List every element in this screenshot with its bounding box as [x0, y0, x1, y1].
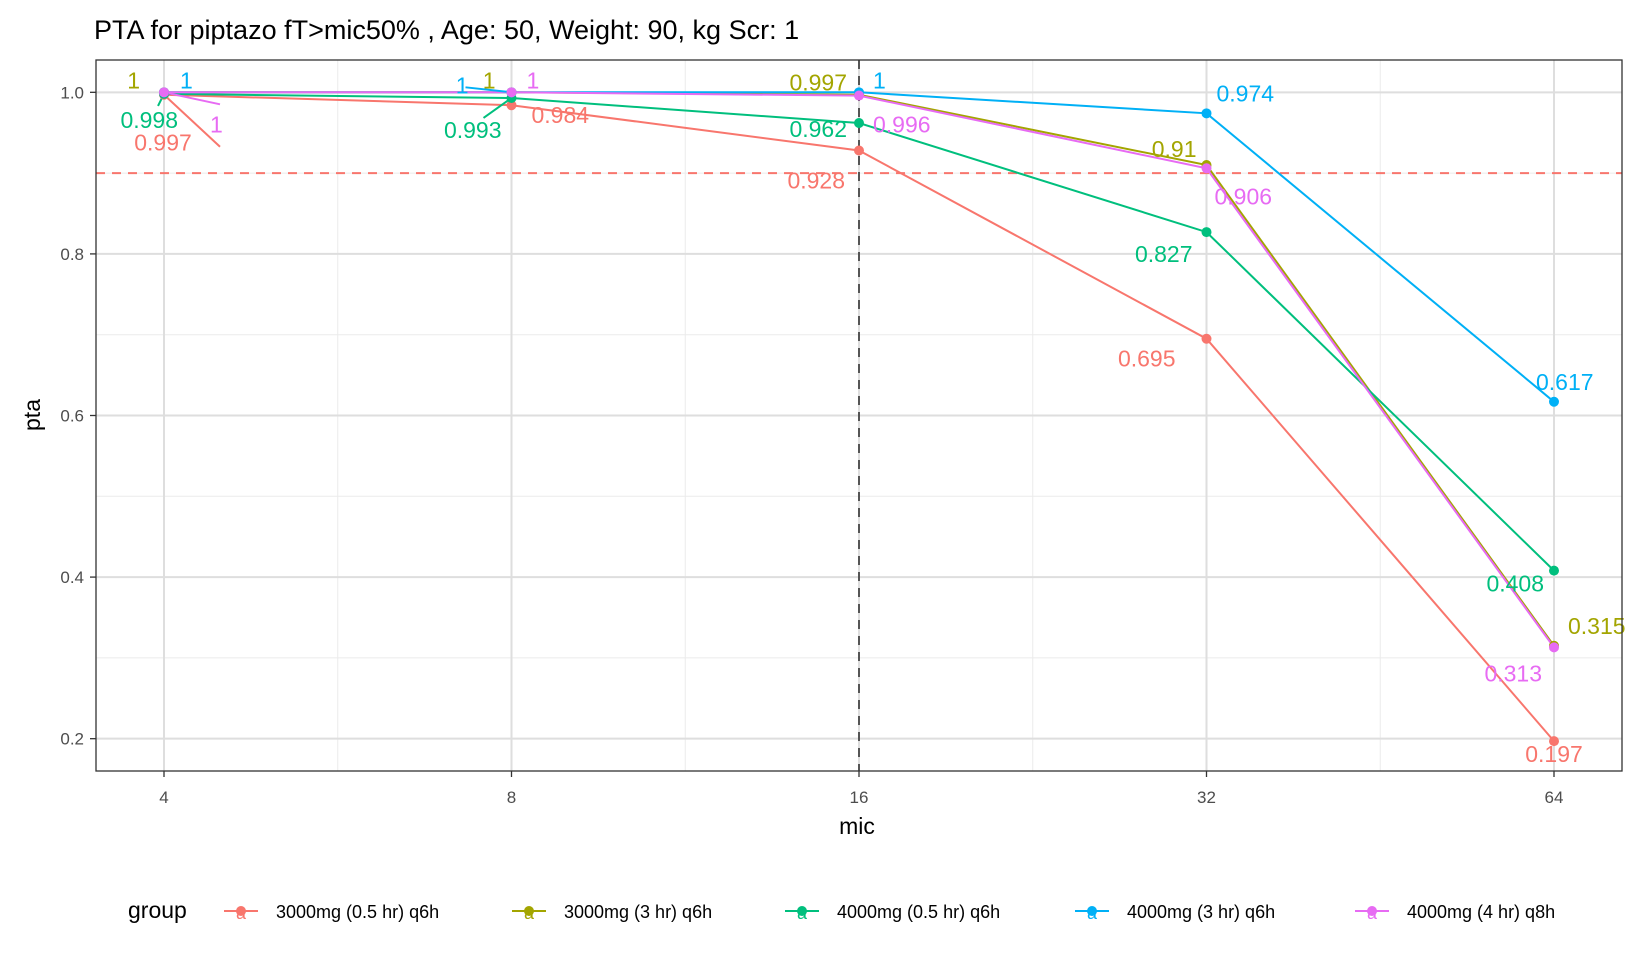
y-tick-label: 0.6	[60, 407, 84, 426]
y-axis-title: pta	[19, 399, 45, 431]
legend-label: 4000mg (3 hr) q6h	[1127, 902, 1275, 922]
legend-key-glyph: a	[797, 903, 808, 923]
data-point	[1201, 163, 1212, 174]
reference-lines	[96, 60, 1622, 771]
data-point	[1549, 396, 1559, 407]
legend-label: 3000mg (0.5 hr) q6h	[276, 902, 439, 922]
data-point	[159, 87, 169, 98]
data-point	[854, 145, 864, 156]
data-point	[506, 87, 517, 98]
x-tick-label: 32	[1197, 788, 1216, 807]
x-axis-title: mic	[839, 813, 875, 839]
chart-title: PTA for piptazo fT>mic50% , Age: 50, Wei…	[94, 15, 799, 45]
data-label: 1	[527, 67, 540, 93]
y-tick-label: 0.8	[60, 245, 84, 264]
data-label: 1	[127, 67, 140, 93]
data-label: 0.984	[532, 102, 590, 128]
data-point	[1549, 642, 1559, 653]
data-label: 0.408	[1486, 571, 1544, 597]
data-point	[854, 118, 864, 129]
data-label: 0.906	[1215, 183, 1273, 209]
legend-label: 4000mg (4 hr) q8h	[1407, 902, 1555, 922]
data-point	[1201, 108, 1212, 119]
y-axis-ticks: 0.2 0.4 0.6 0.8 1.0	[60, 83, 96, 749]
data-label: 0.996	[873, 112, 931, 138]
x-tick-label: 16	[850, 788, 869, 807]
data-point	[1549, 565, 1559, 576]
legend-key-glyph: a	[524, 903, 535, 923]
data-label: 1	[456, 72, 469, 98]
data-label: 0.974	[1217, 80, 1275, 106]
data-label: 0.91	[1152, 136, 1197, 162]
data-label: 0.617	[1536, 369, 1594, 395]
x-tick-label: 4	[159, 788, 168, 807]
legend-label: 4000mg (0.5 hr) q6h	[837, 902, 1000, 922]
data-label: 1	[180, 67, 193, 93]
data-point	[1201, 333, 1212, 344]
label-connector	[163, 91, 221, 106]
label-connector	[482, 97, 513, 119]
data-point	[1549, 736, 1559, 747]
data-label: 1	[873, 67, 886, 93]
data-label: 0.695	[1118, 346, 1176, 372]
x-tick-label: 64	[1545, 788, 1564, 807]
data-label: 0.313	[1484, 660, 1542, 686]
label-connector	[163, 94, 221, 148]
data-label: 0.928	[787, 167, 845, 193]
data-point	[1201, 227, 1212, 238]
data-point	[506, 100, 517, 111]
legend-key-point	[1367, 906, 1377, 916]
data-label: 0.997	[134, 130, 192, 156]
x-axis-ticks: 4 8 16 32 64	[159, 771, 1563, 807]
data-point	[854, 90, 864, 101]
legend-key-point	[236, 906, 246, 916]
legend-key-glyph: a	[236, 903, 247, 923]
data-label: 1	[483, 67, 496, 93]
data-label: 0.997	[789, 70, 847, 96]
legend-key-point	[524, 906, 534, 916]
legend: group a 3000mg (0.5 hr) q6h a 3000mg (3 hr)…	[128, 897, 1555, 923]
label-connector	[465, 86, 512, 94]
y-tick-label: 0.4	[60, 568, 84, 587]
y-tick-label: 1.0	[60, 83, 84, 102]
legend-key-glyph: a	[1367, 903, 1378, 923]
data-label: 0.827	[1135, 241, 1193, 267]
data-label: 0.993	[444, 117, 502, 143]
x-tick-label: 8	[507, 788, 516, 807]
data-label: 0.962	[789, 116, 847, 142]
legend-key-point	[797, 906, 807, 916]
data-label: 0.998	[120, 107, 178, 133]
legend-label: 3000mg (3 hr) q6h	[564, 902, 712, 922]
legend-title: group	[128, 897, 187, 923]
data-label: 1	[210, 111, 223, 137]
y-tick-label: 0.2	[60, 730, 84, 749]
data-label: 0.197	[1525, 741, 1583, 767]
series-points	[159, 87, 1559, 747]
label-segments	[157, 86, 513, 148]
legend-key-point	[1087, 906, 1097, 916]
data-label: 0.315	[1568, 613, 1626, 639]
legend-key-glyph: a	[1087, 903, 1098, 923]
